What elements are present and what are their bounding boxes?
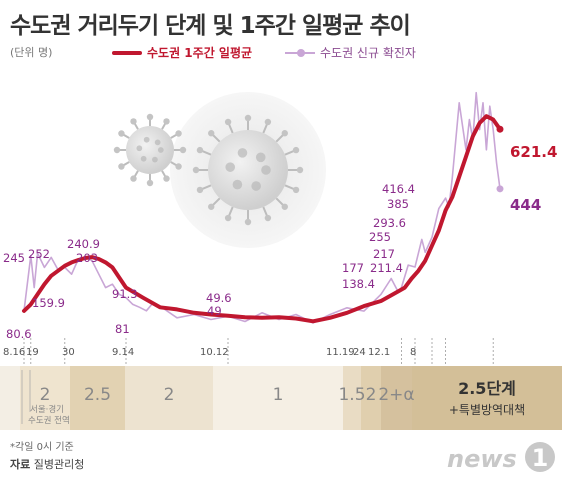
- point-label: 177: [342, 261, 364, 275]
- stage-segment: [412, 366, 562, 430]
- virus-large-icon: [192, 114, 304, 226]
- x-tick-label: 10.12: [200, 347, 229, 358]
- stage-segment: [70, 366, 125, 430]
- stage-label: 1: [273, 385, 284, 405]
- date-guides: [23, 338, 494, 366]
- point-label: 245: [3, 251, 25, 265]
- page-title: 수도권 거리두기 단계 및 1주간 일평균 추이: [10, 13, 411, 39]
- point-label: 211.4: [370, 261, 403, 275]
- source-value: 질병관리청: [33, 458, 85, 471]
- stage-segment: [20, 366, 70, 430]
- source-label: 자료: [10, 458, 31, 471]
- source-line: 자료 질병관리청: [10, 456, 84, 472]
- legend-avg-label: 수도권 1주간 일평균: [147, 46, 253, 60]
- point-label: 203: [76, 251, 98, 265]
- point-label: 444: [510, 196, 541, 214]
- legend-avg: 수도권 1주간 일평균: [112, 44, 252, 61]
- stage-segment: [343, 366, 361, 430]
- point-label: 91.3: [112, 287, 138, 301]
- unit-label: (단위 명): [10, 46, 53, 59]
- stage-sub-label: 서울·경기: [30, 404, 64, 415]
- legend-daily-swatch: [285, 48, 315, 57]
- point-label: 159.9: [32, 296, 65, 310]
- point-label: 293.6: [373, 216, 406, 230]
- x-tick-label: 30: [62, 347, 75, 358]
- legend-daily-label: 수도권 신규 확진자: [320, 46, 416, 60]
- stage-label: 2: [164, 385, 175, 405]
- point-label: 621.4: [510, 143, 557, 161]
- stage-label: 2.5단계: [458, 379, 516, 398]
- stage-label: 2: [40, 385, 51, 405]
- daily-end-marker: [496, 185, 504, 193]
- point-label: 138.4: [342, 277, 375, 291]
- point-label: 416.4: [382, 182, 415, 196]
- point-label: 81: [115, 322, 130, 336]
- stage-segment: [125, 366, 213, 430]
- stage-label: 1.5: [338, 385, 365, 405]
- x-tick-label: 12.1: [368, 347, 390, 358]
- series-avg: [22, 114, 504, 324]
- logo-circle: [525, 442, 555, 472]
- point-label: 49.6: [206, 291, 232, 305]
- news1-logo: news 1: [447, 442, 555, 473]
- stage-segment: [213, 366, 343, 430]
- stage-label: 2+α: [378, 385, 414, 405]
- x-tick-label: 9.14: [112, 347, 134, 358]
- stage-label: 2.5: [84, 385, 111, 405]
- point-label: 217: [373, 247, 395, 261]
- x-tick-label: 19: [26, 347, 39, 358]
- legend-daily: 수도권 신규 확진자: [285, 44, 416, 61]
- avg-line: [22, 114, 502, 324]
- x-tick-label: 24: [353, 347, 366, 358]
- logo-text: news: [447, 445, 517, 473]
- stage-segment: [361, 366, 381, 430]
- x-tick-label: 11.19: [326, 347, 355, 358]
- point-label: 80.6: [6, 327, 32, 341]
- point-label: 385: [387, 197, 409, 211]
- stage-sub-label: 수도권 전역: [28, 415, 70, 426]
- footnote: *각일 0시 기준: [10, 442, 74, 453]
- virus-illustration: [113, 92, 326, 248]
- stage-sub-label: +특별방역대책: [449, 402, 525, 417]
- x-tick-label: 8.16: [3, 347, 25, 358]
- point-label: 255: [369, 230, 391, 244]
- stage-label: 2: [366, 385, 377, 405]
- point-label: 252: [28, 247, 50, 261]
- avg-end-marker: [496, 125, 504, 133]
- point-label: 49: [207, 304, 222, 318]
- legend-avg-swatch: [112, 50, 142, 55]
- x-tick-label: 8: [410, 347, 416, 358]
- stage-segment: [381, 366, 412, 430]
- virus-small-icon: [113, 113, 187, 187]
- logo-mark: 1: [532, 444, 549, 472]
- point-label: 240.9: [67, 237, 100, 251]
